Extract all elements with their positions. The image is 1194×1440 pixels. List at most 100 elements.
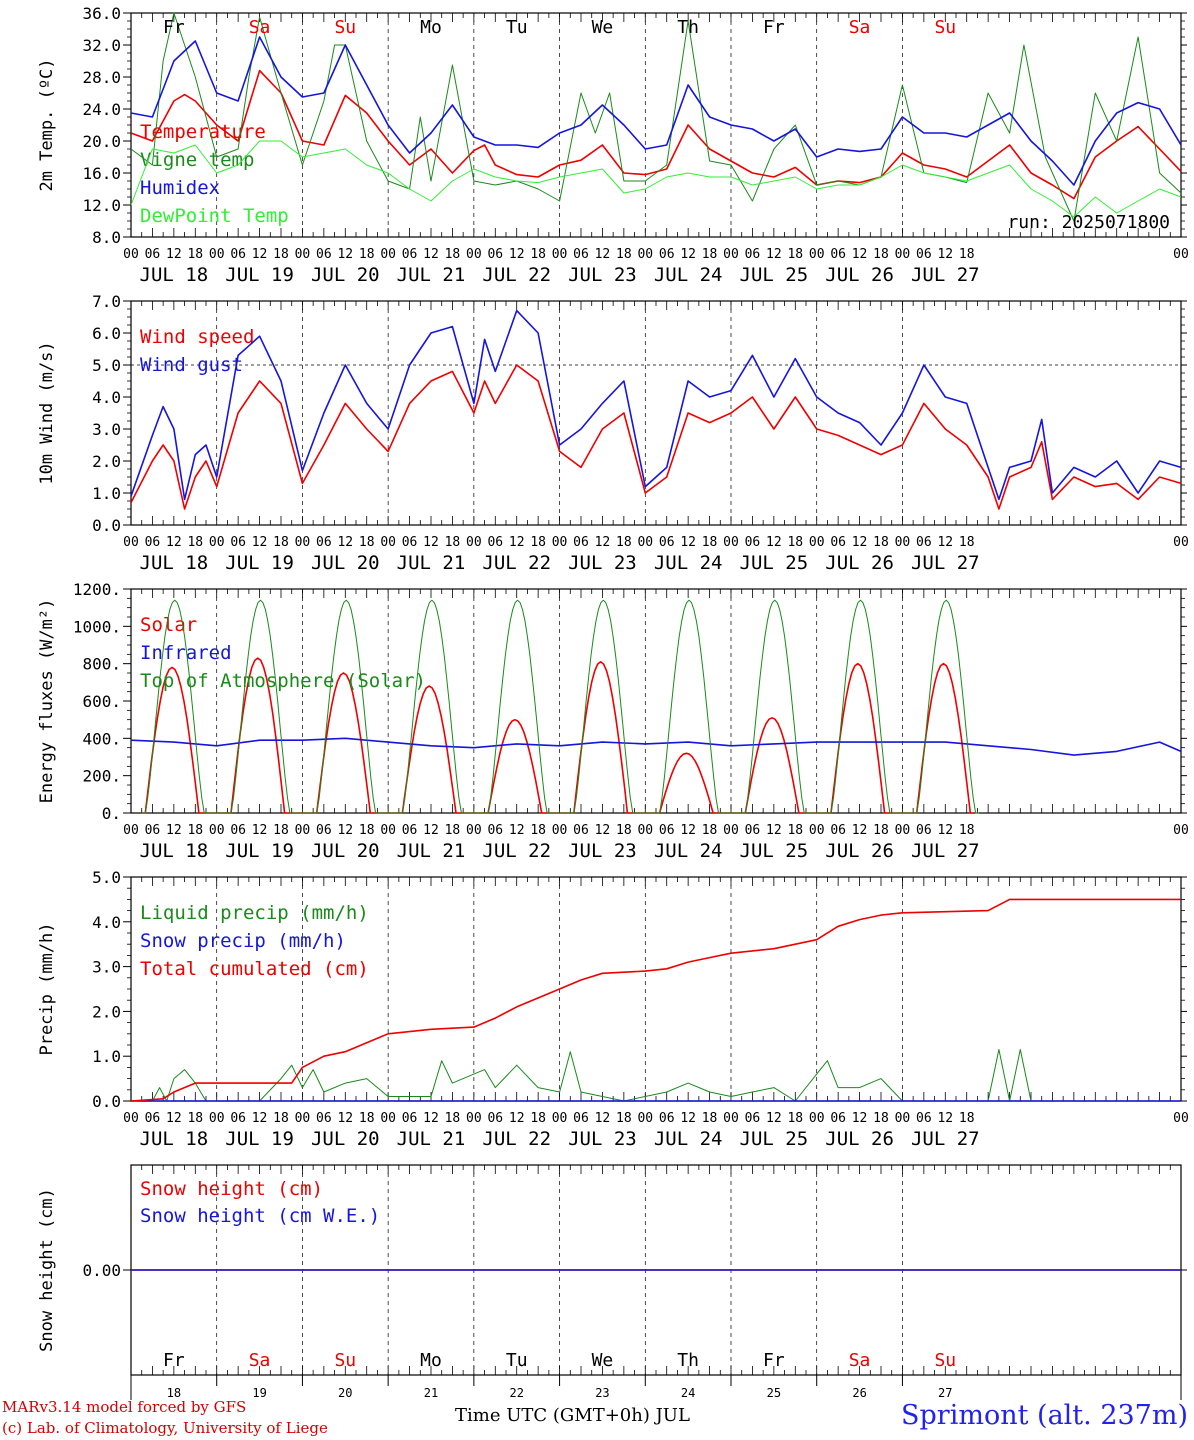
hour-label: 18 [959, 247, 975, 262]
hour-label: 06 [745, 823, 761, 838]
legend-vigne-temp: Vigne temp [140, 149, 254, 171]
day-label: JUL 25 [740, 1128, 809, 1150]
hour-label: 12 [423, 823, 439, 838]
hour-label: 00 [295, 1111, 311, 1126]
hour-label: 12 [680, 1111, 696, 1126]
hour-label: 12 [680, 823, 696, 838]
hour-label: 00 [209, 247, 225, 262]
day-label: JUL 27 [911, 552, 980, 574]
hour-label: 18 [787, 1111, 803, 1126]
hour-label: 06 [916, 1111, 932, 1126]
legend-humidex: Humidex [140, 177, 220, 199]
day-label: JUL 23 [568, 840, 637, 862]
y-tick-label: 600. [82, 692, 121, 711]
y-tick-label: 5.0 [92, 868, 121, 887]
y-axis-title: 2m Temp. (ºC) [37, 58, 57, 191]
hour-label: 00 [295, 823, 311, 838]
weekday-label-bottom: Th [677, 1350, 699, 1371]
y-axis-title: Energy fluxes (W/m²) [37, 599, 57, 804]
day-label: JUL 20 [311, 840, 380, 862]
y-tick-label: 7.0 [92, 292, 121, 311]
weekday-label-bottom: Sa [249, 1350, 271, 1371]
hour-label: 00 [723, 247, 739, 262]
day-label: JUL 25 [740, 552, 809, 574]
hour-label: 12 [337, 823, 353, 838]
hour-label: 06 [659, 1111, 675, 1126]
hour-label: 18 [187, 1111, 203, 1126]
hour-label: 12 [252, 1111, 268, 1126]
hour-label: 06 [316, 823, 332, 838]
model-credit: MARv3.14 model forced by GFS [2, 1398, 247, 1416]
legend-snow-height-cm: Snow height (cm) [140, 1178, 323, 1200]
hour-label: 18 [787, 823, 803, 838]
hour-label: 12 [937, 247, 953, 262]
hour-label: 18 [187, 535, 203, 550]
legend-snow-precip-mm-h: Snow precip (mm/h) [140, 930, 346, 952]
hour-label: 18 [873, 535, 889, 550]
y-tick-label: 16.0 [82, 164, 121, 183]
hour-label: 00 [380, 535, 396, 550]
hour-label: 12 [166, 823, 182, 838]
hour-label: 00 [552, 1111, 568, 1126]
day-label: JUL 23 [568, 1128, 637, 1150]
hour-label: 06 [145, 823, 161, 838]
hour-label: 00 [552, 823, 568, 838]
series-line-total-cumulated-cm [130, 898, 1181, 1102]
y-tick-label: 0.0 [92, 1092, 121, 1111]
y-tick-label: 3.0 [92, 958, 121, 977]
hour-label: 12 [852, 535, 868, 550]
hour-label: 00 [123, 247, 139, 262]
hour-label: 06 [659, 535, 675, 550]
day-label: JUL 18 [140, 264, 209, 286]
y-tick-label: 32.0 [82, 36, 121, 55]
legend-solar: Solar [140, 614, 197, 636]
hour-label: 06 [745, 1111, 761, 1126]
weekday-label-bottom: We [592, 1350, 614, 1371]
day-label: JUL 22 [482, 840, 551, 862]
day-label: JUL 24 [654, 840, 723, 862]
hour-label: 00 [466, 1111, 482, 1126]
weekday-label-bottom: Su [934, 1350, 956, 1371]
weekday-label-bottom: Su [334, 1350, 356, 1371]
hour-label: 12 [337, 535, 353, 550]
hour-label: 12 [680, 535, 696, 550]
y-tick-label: 200. [82, 767, 121, 786]
y-tick-label: 800. [82, 655, 121, 674]
day-label: JUL 19 [225, 264, 294, 286]
weekday-label-bottom: Tu [506, 1350, 528, 1371]
series-line-infrared [130, 737, 1182, 756]
hour-label: 18 [873, 1111, 889, 1126]
y-tick-label: 3.0 [92, 420, 121, 439]
day-label: JUL 20 [311, 552, 380, 574]
hour-label: 12 [252, 823, 268, 838]
hour-label: 18 [702, 1111, 718, 1126]
day-label: JUL 20 [311, 1128, 380, 1150]
y-tick-label: 400. [82, 729, 121, 748]
hour-label: 00 [723, 823, 739, 838]
y-tick-label: 1000. [73, 617, 121, 636]
y-tick-label: 2.0 [92, 452, 121, 471]
hour-label: 18 [959, 823, 975, 838]
hour-label: 00 [209, 1111, 225, 1126]
hour-label: 18 [530, 535, 546, 550]
hour-label: 18 [273, 247, 289, 262]
hour-label: 06 [487, 535, 503, 550]
hour-label: 00 [1173, 823, 1189, 838]
hour-label: 18 [359, 247, 375, 262]
y-tick-label: 36.0 [82, 4, 121, 23]
day-label: JUL 26 [825, 552, 894, 574]
series-line-dewpoint-temp [130, 140, 1182, 218]
day-label: JUL 19 [225, 840, 294, 862]
hour-label: 06 [745, 535, 761, 550]
day-label: JUL 21 [397, 264, 466, 286]
hour-label: 12 [937, 823, 953, 838]
hour-label: 00 [809, 247, 825, 262]
y-axis-title: 10m Wind (m/s) [37, 341, 57, 484]
hour-label: 18 [445, 1111, 461, 1126]
series-line-wind-speed [130, 364, 1182, 510]
hour-label: 12 [852, 1111, 868, 1126]
hour-label: 00 [123, 1111, 139, 1126]
hour-label: 12 [766, 823, 782, 838]
hour-label: 00 [723, 1111, 739, 1126]
hour-label: 18 [530, 823, 546, 838]
